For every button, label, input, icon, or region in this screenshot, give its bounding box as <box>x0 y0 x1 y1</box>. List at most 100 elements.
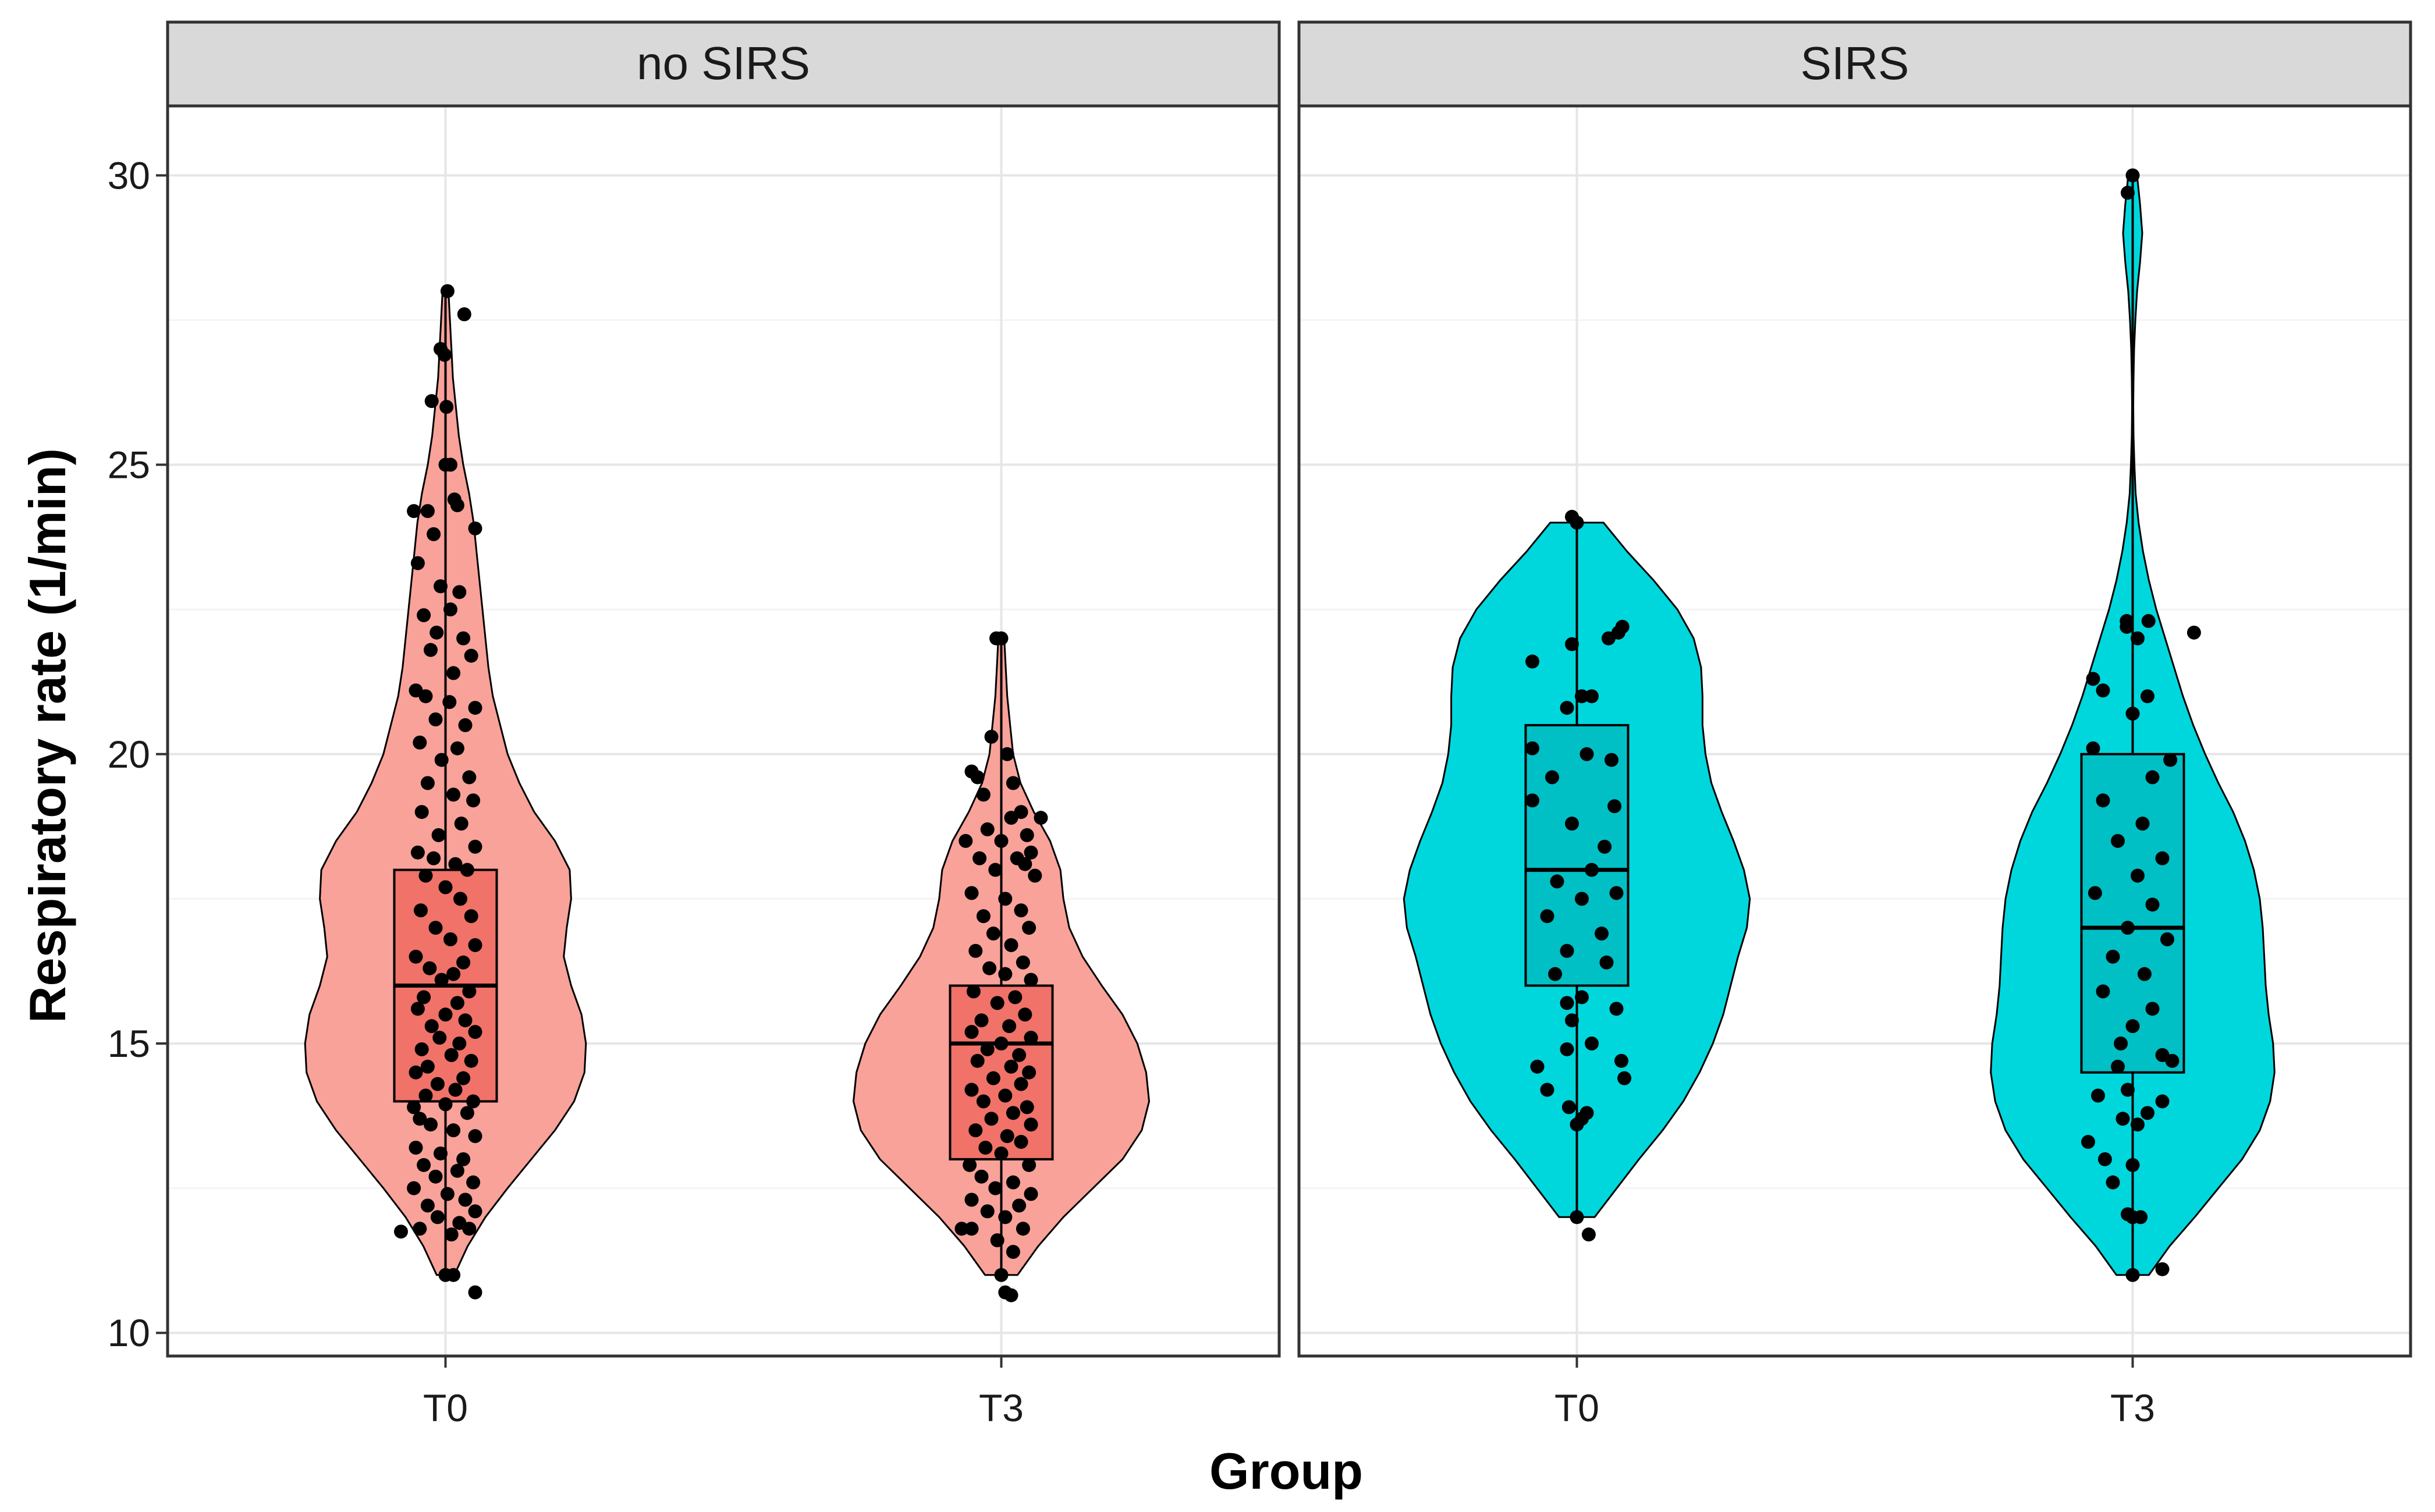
data-point <box>1575 892 1589 906</box>
data-point <box>974 1169 989 1184</box>
data-point <box>418 689 433 704</box>
x-tick-label: T3 <box>2110 1386 2155 1429</box>
data-point <box>976 909 991 924</box>
data-point <box>1014 1135 1028 1149</box>
data-point <box>1585 1037 1599 1050</box>
data-point <box>1609 886 1624 900</box>
data-point <box>2155 1094 2170 1109</box>
data-point <box>998 967 1013 981</box>
data-point <box>448 857 463 871</box>
data-point <box>439 400 454 414</box>
data-point <box>1004 1288 1018 1302</box>
data-point <box>1570 516 1584 530</box>
data-point <box>1560 996 1574 1010</box>
data-point <box>2106 1175 2120 1190</box>
data-point <box>410 1002 425 1016</box>
y-tick-label: 30 <box>108 154 150 197</box>
data-point <box>409 1141 423 1155</box>
data-point <box>2155 1262 2170 1276</box>
data-point <box>2135 817 2150 831</box>
strip-label: SIRS <box>1801 37 1909 89</box>
data-point <box>2120 620 2134 634</box>
jitter-points <box>954 631 1048 1302</box>
data-point <box>423 961 437 975</box>
data-point <box>1525 741 1539 755</box>
data-point <box>420 1198 435 1213</box>
x-axis-title: Group <box>1209 1442 1363 1500</box>
data-point <box>413 1112 427 1126</box>
data-point <box>964 1082 979 1097</box>
data-point <box>1570 1117 1584 1132</box>
data-point <box>1004 811 1018 825</box>
data-point <box>420 504 435 519</box>
data-point <box>1024 1031 1038 1045</box>
data-point <box>466 1175 481 1190</box>
data-point <box>2125 1158 2140 1172</box>
data-point <box>984 729 999 744</box>
data-point <box>1609 1002 1624 1016</box>
data-point <box>443 457 457 472</box>
data-point <box>414 903 428 918</box>
data-point <box>462 770 477 785</box>
data-point <box>1579 747 1594 761</box>
data-point <box>413 1222 427 1236</box>
y-tick-label: 10 <box>108 1311 150 1354</box>
data-point <box>438 1007 453 1022</box>
data-point <box>456 1152 471 1166</box>
data-point <box>2121 1082 2135 1097</box>
group-t3 <box>853 631 1150 1302</box>
data-point <box>2125 1019 2140 1034</box>
data-point <box>417 1158 431 1172</box>
data-point <box>986 1071 1000 1085</box>
data-point <box>986 927 1000 941</box>
data-point <box>417 608 431 623</box>
data-point <box>1004 1059 1018 1074</box>
data-point <box>2145 897 2160 912</box>
data-point <box>1565 1013 1579 1028</box>
data-point <box>2106 949 2120 964</box>
data-point <box>434 753 449 767</box>
data-point <box>1545 770 1559 785</box>
data-point <box>442 695 457 709</box>
data-point <box>2096 984 2110 999</box>
group-t3 <box>1990 168 2276 1282</box>
data-point <box>966 984 981 999</box>
data-point <box>1028 868 1042 883</box>
data-point <box>443 932 457 946</box>
data-point <box>1022 1065 1037 1080</box>
data-point <box>418 1088 433 1103</box>
data-point <box>2145 770 2160 785</box>
data-point <box>446 666 461 680</box>
data-point <box>1024 1117 1038 1132</box>
data-point <box>407 504 421 519</box>
data-point <box>964 1025 979 1039</box>
data-point <box>2111 833 2125 848</box>
data-point <box>460 863 474 877</box>
data-point <box>453 892 467 906</box>
data-point <box>414 805 429 819</box>
data-point <box>456 631 471 645</box>
data-point <box>1530 1059 1545 1074</box>
data-point <box>1024 972 1038 987</box>
data-point <box>407 1100 421 1115</box>
data-point <box>444 1227 459 1242</box>
panel-no-sirs: T0 T3 no SIRS <box>166 20 1281 1429</box>
data-point <box>994 1146 1009 1160</box>
y-axis: 10 15 20 25 30 <box>108 154 168 1354</box>
data-point <box>2121 1207 2135 1222</box>
data-point <box>2163 753 2178 767</box>
data-point <box>458 1013 473 1028</box>
data-point <box>464 1053 478 1068</box>
data-point <box>420 776 435 790</box>
data-point <box>954 1222 969 1236</box>
box <box>1524 724 1630 987</box>
data-point <box>1004 938 1018 952</box>
data-point <box>1565 817 1579 831</box>
data-point <box>450 996 464 1010</box>
data-point <box>409 949 423 964</box>
data-point <box>468 938 482 952</box>
group-t0 <box>304 284 587 1300</box>
data-point <box>1605 753 1618 767</box>
data-point <box>2121 186 2135 200</box>
data-point <box>456 955 471 970</box>
